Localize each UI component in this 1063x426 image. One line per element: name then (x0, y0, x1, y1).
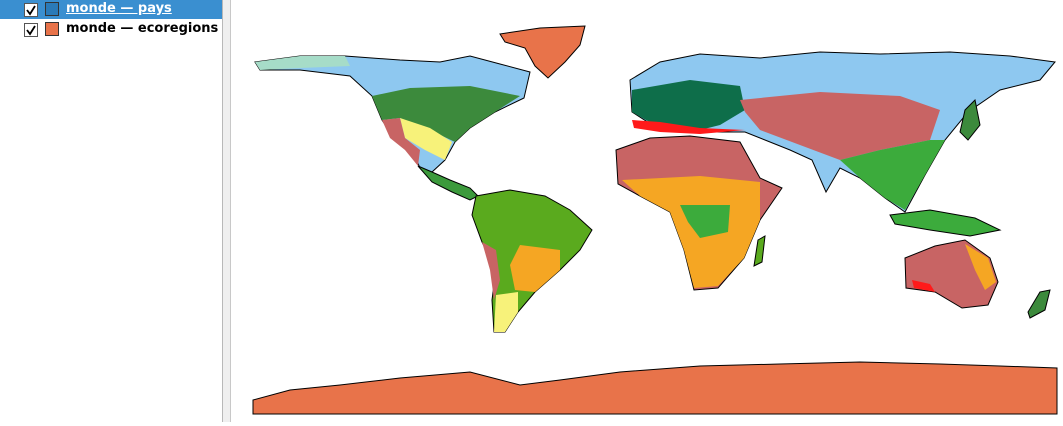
layer-name[interactable]: monde — pays (66, 1, 172, 16)
layer-checkbox[interactable] (24, 3, 38, 17)
check-mark (26, 25, 36, 36)
madagascar (753, 235, 766, 267)
antarctica (252, 361, 1058, 415)
new-zealand (1027, 289, 1051, 319)
layer-row[interactable]: monde — pays (0, 0, 222, 19)
layers-panel: monde — pays monde — ecoregions (0, 0, 223, 422)
africa-savanna (622, 176, 760, 288)
na-desert (382, 118, 420, 166)
check-stroke (26, 25, 36, 36)
asia-steppe (740, 92, 940, 160)
layer-row[interactable]: monde — ecoregions (0, 20, 222, 39)
na-forest (372, 86, 520, 142)
sa-patagonia (494, 292, 518, 332)
aus-south (912, 280, 935, 292)
africa-forest (680, 205, 730, 238)
layer-checkbox[interactable] (24, 23, 38, 37)
sa-west (482, 242, 500, 300)
asia-south (840, 140, 945, 210)
check-stroke (26, 5, 36, 16)
layer-swatch (45, 2, 59, 16)
tundra-band (255, 56, 350, 70)
splitter[interactable] (223, 0, 231, 422)
europe-forest (632, 80, 745, 130)
central-america (417, 165, 479, 201)
layer-name[interactable]: monde — ecoregions (66, 21, 219, 36)
map-canvas[interactable] (231, 0, 1063, 422)
check-mark (26, 5, 36, 16)
na-dry (400, 118, 452, 160)
sa-dry (510, 245, 560, 292)
greenland (499, 25, 586, 79)
layer-swatch (45, 22, 59, 36)
aus-coast (965, 244, 996, 290)
japan (959, 98, 981, 141)
map (252, 25, 1058, 415)
mediterranean (632, 120, 745, 134)
indonesia (889, 209, 1002, 237)
